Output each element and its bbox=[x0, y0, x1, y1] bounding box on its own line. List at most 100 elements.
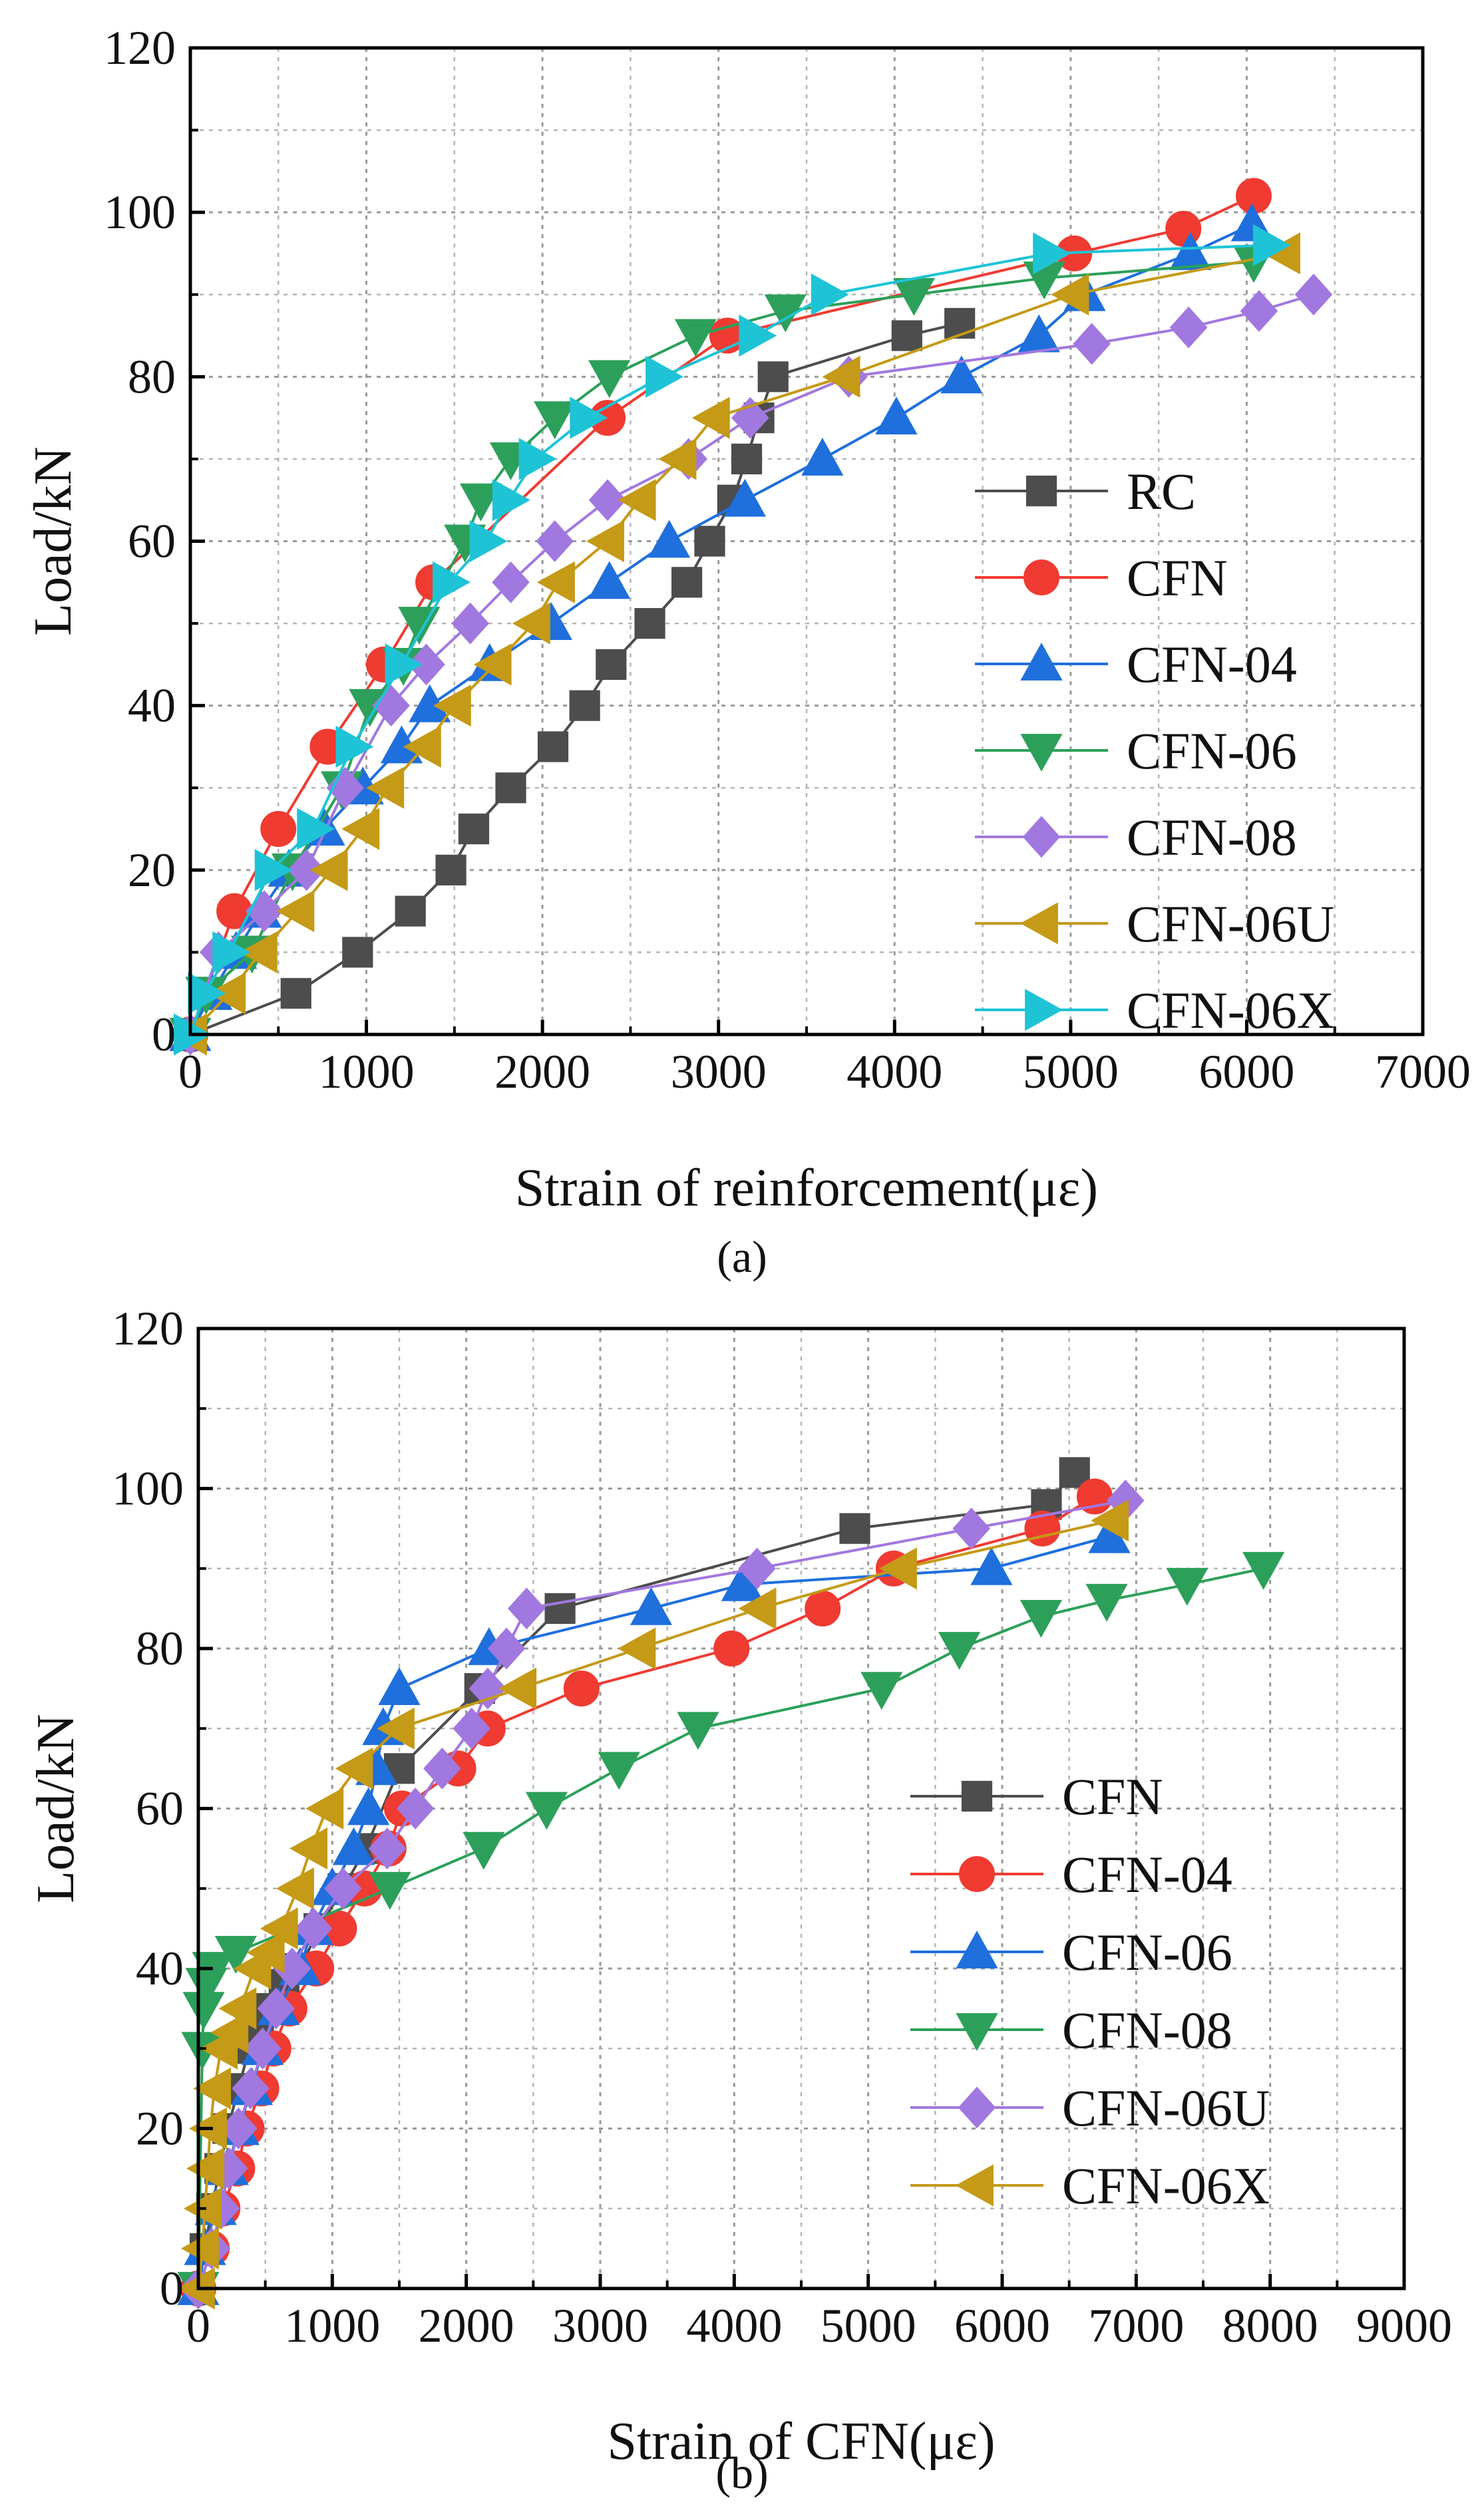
panel-b-point-CFN-17 bbox=[839, 1513, 870, 1544]
panel-a-legend-swatch-marker bbox=[1023, 559, 1059, 595]
panel-b-y-axis-title: Load/kN bbox=[27, 1714, 85, 1903]
panel-a-point-CFN-06X-12 bbox=[646, 355, 684, 398]
panel-b-point-CFN-08-5 bbox=[214, 1936, 257, 1974]
panel-b-legend-label: CFN-06X bbox=[1062, 2157, 1270, 2215]
panel-b-grid bbox=[198, 1329, 1404, 2288]
panel-a-point-RC-12 bbox=[694, 526, 725, 557]
panel-a-legend-label: CFN-08 bbox=[1127, 808, 1297, 866]
panel-a-point-CFN-06-9 bbox=[459, 483, 502, 522]
panel-b-legend-item-CFN-06X: CFN-06X bbox=[910, 2157, 1270, 2215]
panel-a-point-CFN-2 bbox=[260, 811, 297, 848]
panel-b-legend-swatch-marker bbox=[956, 1931, 998, 1969]
panel-b-point-CFN-06U-18 bbox=[738, 1547, 776, 1590]
panel-b-point-CFN-06X-8 bbox=[218, 1987, 257, 2030]
panel-a-y-axis-title: Load/kN bbox=[24, 446, 83, 635]
panel-a-point-CFN-08-9 bbox=[536, 520, 574, 562]
panel-b-series bbox=[177, 1457, 1285, 2310]
panel-b-legend-swatch-marker bbox=[956, 2013, 998, 2051]
panel-b-x-axis-title: Strain of CFN(με) bbox=[607, 2412, 995, 2471]
panel-a-point-CFN-06-11 bbox=[534, 401, 576, 440]
panel-a-point-CFN-04-13 bbox=[723, 478, 766, 517]
panel-a-legend-swatch-marker bbox=[1025, 475, 1057, 507]
panel-b-point-CFN-06X-16 bbox=[377, 1707, 415, 1750]
panel-a-x-tick-label: 3000 bbox=[671, 1045, 767, 1098]
panel-a-y-tick-label: 80 bbox=[128, 350, 176, 403]
panel-a-y-tick-label: 20 bbox=[128, 844, 176, 897]
panel-b-point-CFN-08-4 bbox=[192, 1952, 234, 1990]
panel-a-point-RC-4 bbox=[435, 854, 466, 885]
panel-b-point-CFN-06U-12 bbox=[396, 1788, 435, 1829]
panel-a-point-RC-10 bbox=[634, 607, 665, 639]
panel-b-legend-label: CFN-06 bbox=[1062, 1923, 1232, 1981]
panel-a-point-CFN-06U-17 bbox=[1051, 273, 1089, 316]
panel-a-point-CFN-04-19 bbox=[1169, 232, 1212, 270]
panel-a-point-CFN-06X-5 bbox=[335, 725, 374, 768]
panel-a-point-RC-5 bbox=[458, 813, 490, 845]
panel-a-point-CFN-06U-10 bbox=[512, 602, 550, 645]
panel-a-point-CFN-06-13 bbox=[674, 319, 717, 357]
panel-a-point-RC-7 bbox=[537, 731, 569, 762]
panel-a-point-CFN-06-12 bbox=[588, 360, 631, 398]
panel-a-point-RC-18 bbox=[944, 307, 976, 339]
panel-a-point-RC-11 bbox=[671, 567, 703, 598]
panel-a-legend-label: CFN bbox=[1127, 549, 1228, 607]
panel-a-legend-swatch-marker bbox=[1020, 734, 1063, 772]
panel-b-point-CFN-16 bbox=[544, 1593, 576, 1624]
panel-b-legend-swatch-marker bbox=[958, 2086, 996, 2129]
panel-b-point-CFN-06X-13 bbox=[289, 1827, 328, 1870]
panel-b-x-tick-label: 3000 bbox=[552, 2299, 648, 2352]
panel-a-x-tick-label: 5000 bbox=[1023, 1045, 1119, 1098]
panel-b-legend: CFN CFN-04 CFN-06 CFN-08 CFN-06U CFN-06X bbox=[910, 1768, 1270, 2215]
panel-a-point-CFN-06U-11 bbox=[536, 561, 575, 603]
panel-a-point-CFN-06U-7 bbox=[403, 725, 441, 768]
panel-a-legend-swatch-marker bbox=[1020, 902, 1058, 945]
panel-a-legend-item-CFN: CFN bbox=[975, 549, 1228, 607]
panel-b-x-tick-label: 2000 bbox=[419, 2299, 514, 2352]
chart-panel-b: 0 1000 2000 3000 4000 5000 6000 7000 8000 9000 0 20… bbox=[27, 1302, 1452, 2498]
panel-b-point-CFN-06U-19 bbox=[952, 1507, 990, 1550]
panel-a-y-tick-label: 40 bbox=[128, 679, 176, 732]
panel-b-point-CFN-06U-7 bbox=[257, 1987, 295, 2030]
panel-a-legend-item-CFN-08: CFN-08 bbox=[975, 808, 1297, 866]
panel-b-legend-item-CFN-08: CFN-08 bbox=[910, 2001, 1232, 2059]
panel-b-point-CFN-08-15 bbox=[1166, 1567, 1208, 1606]
panel-b-point-CFN-04-17 bbox=[805, 1590, 841, 1627]
panel-b-y-tick-label: 40 bbox=[136, 1942, 184, 1995]
panel-b-x-tick-label: 1000 bbox=[284, 2299, 380, 2352]
panel-a-point-CFN-06X-10 bbox=[518, 438, 557, 480]
panel-a-legend-swatch-marker bbox=[1022, 816, 1061, 858]
panel-a-point-CFN-08-15 bbox=[1169, 306, 1208, 349]
panel-b-point-CFN-04-16 bbox=[713, 1631, 750, 1666]
panel-a-point-CFN-06X-9 bbox=[492, 479, 530, 522]
panel-a-legend-item-CFN-04: CFN-04 bbox=[975, 635, 1297, 693]
panel-b-y-tick-label: 120 bbox=[112, 1302, 184, 1355]
panel-b-legend-label: CFN bbox=[1062, 1768, 1163, 1825]
panel-b-legend-swatch-marker bbox=[961, 1780, 993, 1812]
panel-b-point-CFN-06U-13 bbox=[423, 1747, 461, 1790]
panel-a-ticks: 0 1000 2000 3000 4000 5000 6000 7000 0 20 40 60 80 10… bbox=[104, 21, 1471, 1098]
panel-b-point-CFN-08-11 bbox=[860, 1672, 903, 1710]
panel-a-point-CFN-06U-2 bbox=[239, 931, 278, 974]
panel-a-x-tick-label: 7000 bbox=[1375, 1045, 1471, 1098]
panel-b-point-CFN-08-10 bbox=[677, 1712, 719, 1750]
panel-a-series-CFN-06U bbox=[169, 232, 1300, 1056]
panel-b-point-CFN-06X-17 bbox=[498, 1667, 537, 1710]
panel-b-legend-swatch-marker bbox=[956, 2164, 994, 2207]
panel-a-point-CFN-08-16 bbox=[1240, 290, 1278, 332]
panel-a-series-line-CFN-06 bbox=[189, 260, 1254, 1035]
panel-b-point-CFN-06X-20 bbox=[879, 1547, 917, 1590]
panel-a-point-CFN-04-14 bbox=[801, 437, 844, 476]
panel-a-x-axis-title: Strain of reinforcement(με) bbox=[515, 1159, 1098, 1217]
panel-b-point-CFN-06X-21 bbox=[1091, 1499, 1129, 1542]
panel-b-point-CFN-08-16 bbox=[1242, 1551, 1285, 1590]
panel-b-legend-label: CFN-08 bbox=[1062, 2001, 1232, 2059]
panel-b-y-tick-label: 20 bbox=[136, 2102, 184, 2155]
panel-b-point-CFN-06-11 bbox=[332, 1827, 375, 1865]
panel-b-point-CFN-06X-10 bbox=[246, 1931, 285, 1974]
panel-a-point-CFN-04-12 bbox=[648, 520, 691, 558]
panel-b-x-tick-label: 0 bbox=[186, 2299, 210, 2352]
panel-b-point-CFN-06U-16 bbox=[487, 1627, 526, 1670]
panel-a-point-CFN-06X-15 bbox=[1033, 232, 1071, 275]
panel-a-legend-item-CFN-06: CFN-06 bbox=[975, 722, 1297, 780]
